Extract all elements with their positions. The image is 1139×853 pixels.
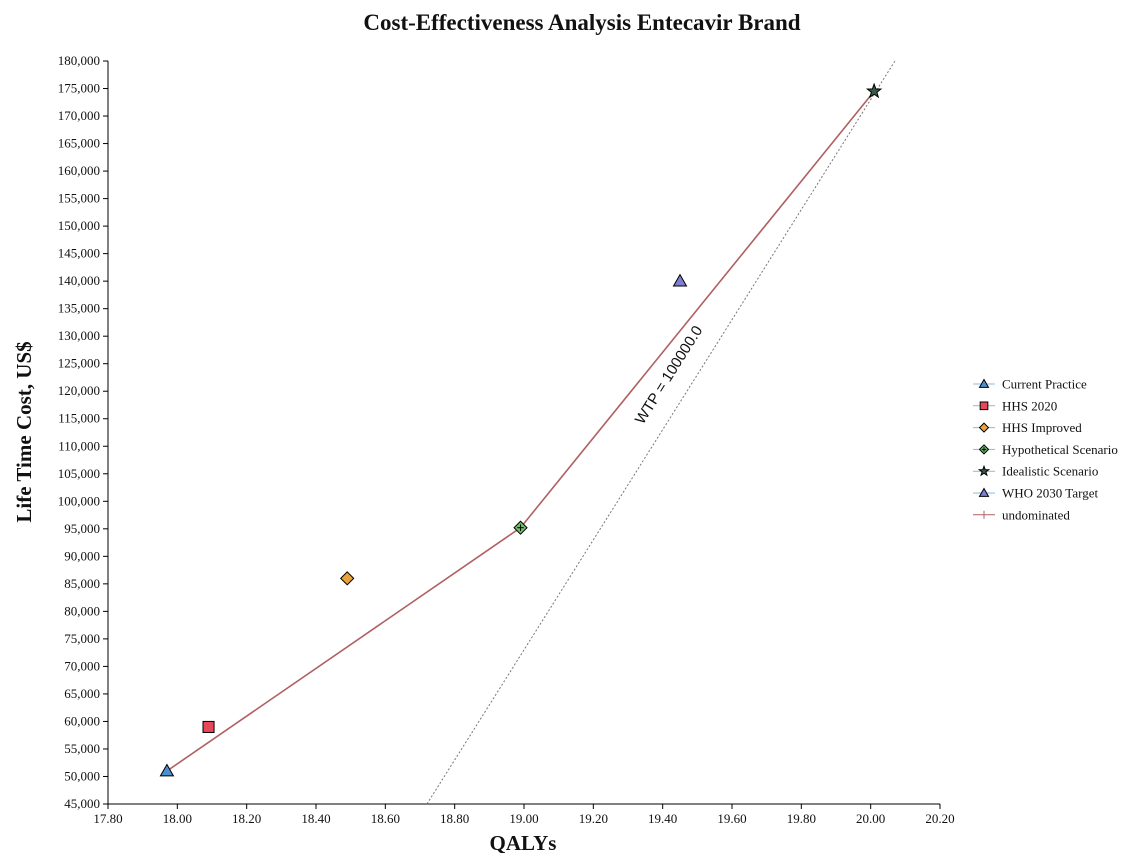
- legend-label-hhs-2020: HHS 2020: [1002, 398, 1057, 413]
- legend-marker-who-2030-target: [978, 487, 990, 497]
- x-tick-label: 20.20: [925, 811, 954, 826]
- y-tick-label: 85,000: [64, 576, 100, 591]
- x-tick-label: 18.60: [371, 811, 400, 826]
- legend-label-current-practice: Current Practice: [1002, 377, 1087, 392]
- y-tick-label: 90,000: [64, 548, 100, 563]
- legend-marker-current-practice: [978, 378, 990, 388]
- y-tick-label: 65,000: [64, 686, 100, 701]
- x-tick-label: 19.60: [717, 811, 746, 826]
- y-tick-label: 60,000: [64, 713, 100, 728]
- y-tick-label: 140,000: [58, 273, 100, 288]
- legend-label-hypothetical-scenario: Hypothetical Scenario: [1002, 442, 1118, 457]
- x-tick-label: 18.40: [301, 811, 330, 826]
- x-tick-label: 19.40: [648, 811, 677, 826]
- y-tick-label: 80,000: [64, 603, 100, 618]
- x-tick-label: 19.20: [579, 811, 608, 826]
- point-who-2030-target: [672, 273, 688, 287]
- legend-label-hhs-improved: HHS Improved: [1002, 420, 1082, 435]
- y-tick-label: 175,000: [58, 81, 100, 96]
- x-tick-label: 17.80: [93, 811, 122, 826]
- y-tick-label: 170,000: [58, 108, 100, 123]
- x-tick-label: 18.00: [163, 811, 192, 826]
- y-tick-label: 55,000: [64, 741, 100, 756]
- x-tick-label: 19.00: [509, 811, 538, 826]
- y-tick-label: 180,000: [58, 53, 100, 68]
- undominated-line: [166, 90, 875, 772]
- y-tick-label: 110,000: [58, 438, 100, 453]
- x-tick-label: 18.20: [232, 811, 261, 826]
- plot-area: 45,000 50,000 55,000 60,000 65,000 70,000 75,0…: [58, 53, 955, 826]
- y-tick-label: 75,000: [64, 631, 100, 646]
- legend-label-who-2030-target: WHO 2030 Target: [1002, 486, 1098, 501]
- point-current-practice: [159, 763, 175, 777]
- legend: Current Practice HHS 2020 HHS Improved Hypo…: [973, 377, 1118, 522]
- y-tick-label: 45,000: [64, 796, 100, 811]
- point-hhs-2020: [202, 720, 215, 733]
- x-tick-label: 20.00: [856, 811, 885, 826]
- point-hhs-improved: [339, 571, 355, 586]
- chart-title: Cost-Effectiveness Analysis Entecavir Br…: [363, 10, 800, 35]
- legend-label-undominated: undominated: [1002, 507, 1070, 522]
- x-axis-title: QALYs: [490, 831, 557, 853]
- y-tick-label: 105,000: [58, 466, 100, 481]
- legend-marker-hhs-2020: [979, 401, 989, 411]
- y-tick-label: 120,000: [58, 383, 100, 398]
- y-tick-label: 70,000: [64, 658, 100, 673]
- point-idealistic-scenario: [865, 82, 883, 99]
- y-tick-label: 125,000: [58, 356, 100, 371]
- y-tick-label: 145,000: [58, 246, 100, 261]
- legend-label-idealistic-scenario: Idealistic Scenario: [1002, 464, 1098, 479]
- y-tick-label: 130,000: [58, 328, 100, 343]
- y-axis-title: Life Time Cost, US$: [12, 341, 36, 522]
- y-tick-label: 155,000: [58, 191, 100, 206]
- x-tick-label: 18.80: [440, 811, 469, 826]
- y-tick-label: 115,000: [58, 411, 100, 426]
- wtp-label: WTP = 100000.0: [632, 323, 706, 427]
- wtp-line: [426, 60, 896, 805]
- y-tick-label: 160,000: [58, 163, 100, 178]
- y-tick-label: 135,000: [58, 301, 100, 316]
- y-tick-label: 95,000: [64, 521, 100, 536]
- legend-marker-idealistic-scenario: [977, 464, 991, 477]
- y-tick-label: 165,000: [58, 136, 100, 151]
- legend-marker-hhs-improved: [978, 422, 990, 433]
- y-tick-label: 50,000: [64, 768, 100, 783]
- y-tick-label: 150,000: [58, 218, 100, 233]
- y-tick-label: 100,000: [58, 493, 100, 508]
- x-tick-label: 19.80: [787, 811, 816, 826]
